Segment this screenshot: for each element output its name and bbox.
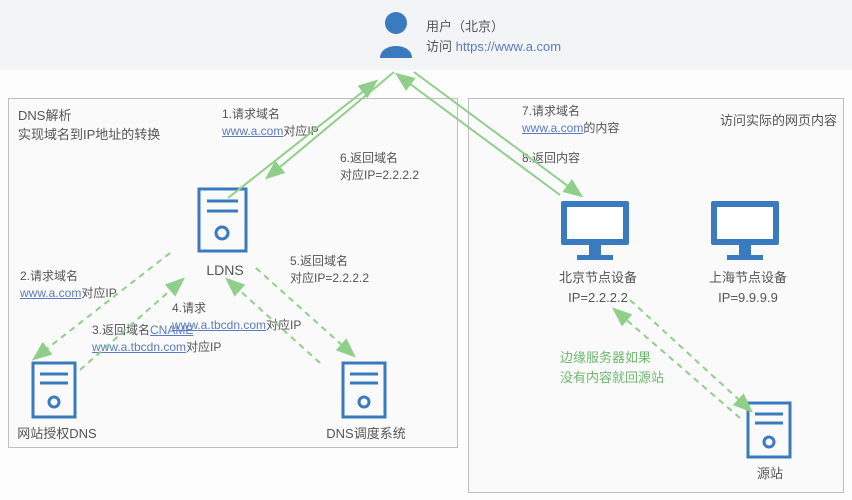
s1-post: 对应IP <box>283 124 318 138</box>
s8: 8.返回内容 <box>522 151 580 165</box>
s7-link: www.a.com <box>522 121 583 135</box>
ldns-label: LDNS <box>180 260 270 281</box>
bj-label-l2: IP=2.2.2.2 <box>548 288 648 308</box>
s2-post: 对应IP <box>81 286 116 300</box>
visit-prefix: 访问 <box>426 39 452 54</box>
sched-icon <box>340 360 388 425</box>
s4-post: 对应IP <box>266 318 301 332</box>
auth-dns-icon <box>30 360 78 425</box>
origin-icon <box>745 400 793 465</box>
visit-url: https://www.a.com <box>456 39 561 54</box>
s7-post: 的内容 <box>583 121 619 135</box>
origin-label: 源站 <box>740 464 800 484</box>
header-band <box>0 0 852 70</box>
s1-link: www.a.com <box>222 124 283 138</box>
s3-link2: www.a.tbcdn.com <box>92 340 186 354</box>
left-title-l1: DNS解析 <box>18 105 71 124</box>
s3-pre: 3.返回域名 <box>92 323 150 337</box>
sh-monitor-icon <box>705 195 785 270</box>
sched-label: DNS调度系统 <box>316 424 416 444</box>
ldns-icon <box>195 185 250 260</box>
s7-pre: 7.请求域名 <box>522 104 580 118</box>
green-note-l1: 边缘服务器如果 <box>560 348 664 368</box>
s6-l1: 6.返回域名 <box>340 151 398 165</box>
s6-l2: 对应IP=2.2.2.2 <box>340 168 419 182</box>
right-title: 访问实际的网页内容 <box>720 110 837 129</box>
s2-link: www.a.com <box>20 286 81 300</box>
s3-post: 对应IP <box>186 340 221 354</box>
bj-monitor-icon <box>555 195 635 270</box>
green-note-l2: 没有内容就回源站 <box>560 368 664 388</box>
s4-link: www.a.tbcdn.com <box>172 318 266 332</box>
s5-l2: 对应IP=2.2.2.2 <box>290 271 369 285</box>
sh-label-l1: 上海节点设备 <box>698 268 798 288</box>
user-label: 用户（北京） <box>426 16 504 35</box>
left-title-l2: 实现域名到IP地址的转换 <box>18 124 160 143</box>
s5-l1: 5.返回域名 <box>290 254 348 268</box>
auth-dns-label: 网站授权DNS <box>12 424 102 444</box>
s1-pre: 1.请求域名 <box>222 107 280 121</box>
s2-pre: 2.请求域名 <box>20 269 78 283</box>
s4-pre: 4.请求 <box>172 301 206 315</box>
user-icon <box>376 10 416 63</box>
bj-label-l1: 北京节点设备 <box>548 268 648 288</box>
sh-label-l2: IP=9.9.9.9 <box>698 288 798 308</box>
